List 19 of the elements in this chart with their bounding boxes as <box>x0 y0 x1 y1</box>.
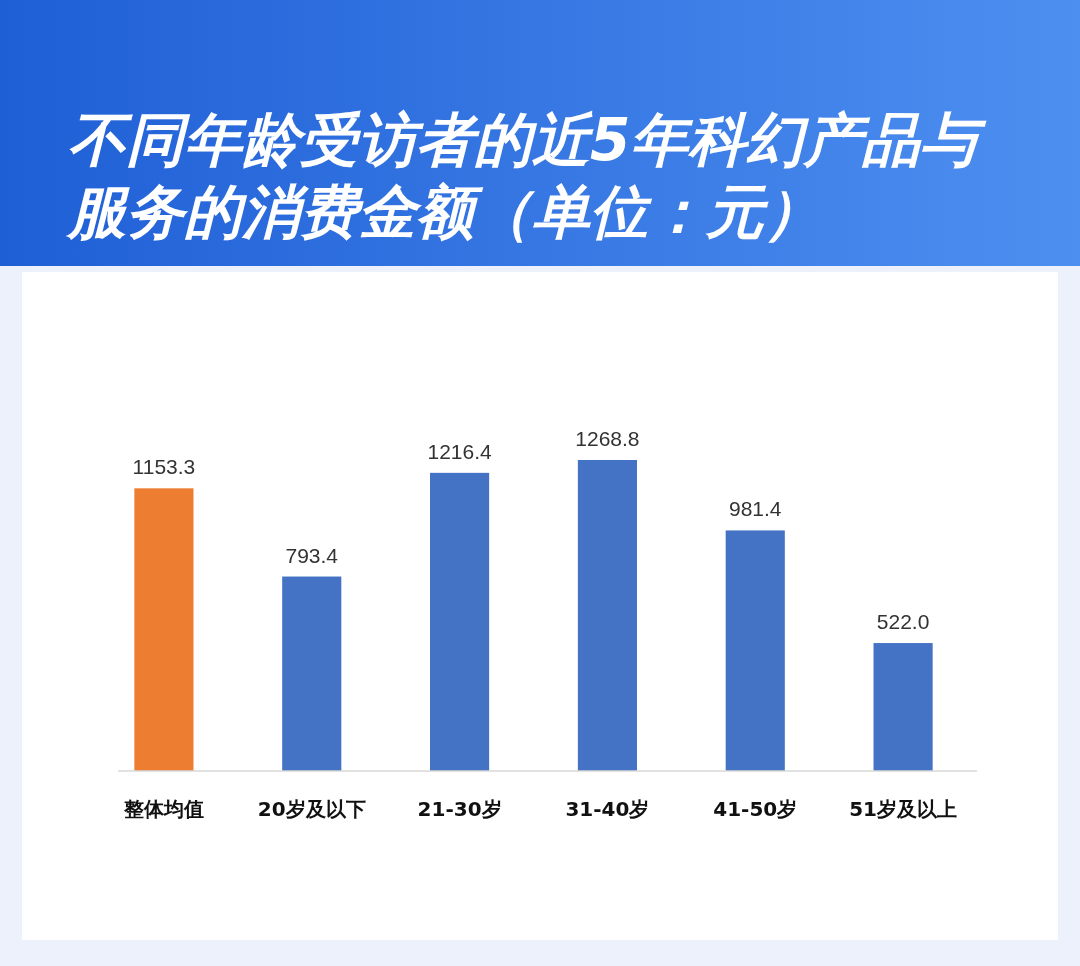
bar <box>873 643 933 771</box>
data-label: 1153.3 <box>132 455 196 479</box>
data-label: 522.0 <box>876 610 930 634</box>
x-tick-label: 整体均值 <box>122 797 204 821</box>
data-label: 981.4 <box>728 497 782 521</box>
bar <box>725 530 785 771</box>
bar <box>282 576 342 771</box>
bar <box>134 488 194 771</box>
data-label: 1216.4 <box>427 439 493 463</box>
x-tick-label: 41-50岁 <box>713 797 798 821</box>
x-tick-label: 20岁及以下 <box>257 797 366 821</box>
x-tick-label: 31-40岁 <box>565 797 650 821</box>
chart-title: 不同年龄受访者的近5年科幻产品与服务的消费金额（单位：元） <box>65 106 988 246</box>
x-tick-label: 51岁及以上 <box>849 797 958 821</box>
x-tick-label: 21-30岁 <box>417 797 502 821</box>
bar <box>577 460 637 771</box>
data-label: 793.4 <box>285 543 339 567</box>
bar <box>430 472 490 771</box>
data-label: 1268.8 <box>575 427 640 450</box>
